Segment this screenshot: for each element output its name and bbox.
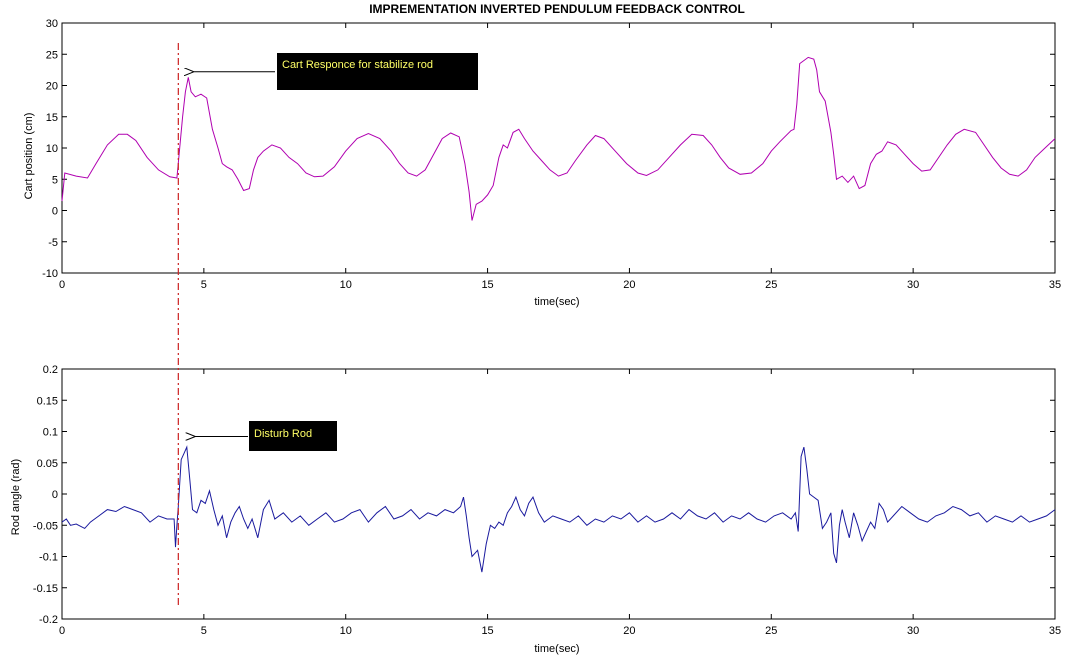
rod-x-tick-label: 30 (907, 625, 919, 637)
cart-x-tick-label: 20 (623, 279, 635, 291)
cart-y-tick-label: 5 (52, 174, 58, 186)
cart-y-tick-label: 10 (46, 143, 58, 155)
cart-y-axis-label: Cart position (cm) (23, 113, 35, 200)
rod-y-tick-label: 0 (52, 489, 58, 501)
cart-y-tick-label: 20 (46, 81, 58, 93)
cart-x-tick-label: 35 (1049, 279, 1061, 291)
cart-y-tick-label: 25 (46, 49, 58, 61)
cart-y-tick-label: 0 (52, 206, 58, 218)
rod-y-axis-label: Rod angle (rad) (10, 459, 22, 535)
cart-x-ticks: 0 5 10 15 20 25 30 35 (59, 23, 1061, 291)
cart-y-ticks: -10 -5 0 5 10 15 20 25 30 (42, 18, 1055, 280)
cart-y-tick-label: 15 (46, 112, 58, 124)
cart-annotation-text: Cart Responce for stabilize rod (282, 59, 433, 71)
rod-annotation-text: Disturb Rod (254, 428, 312, 440)
cart-position-series-line (61, 56, 1056, 221)
cart-y-tick-label: 30 (46, 18, 58, 30)
cart-y-tick-label: -5 (48, 237, 58, 249)
rod-x-tick-label: 0 (59, 625, 65, 637)
rod-x-tick-label: 5 (201, 625, 207, 637)
rod-x-tick-label: 20 (623, 625, 635, 637)
cart-position-plot: -10 -5 0 5 10 15 20 25 30 0 5 10 15 20 25 30 35 time(se… (23, 18, 1061, 308)
cart-y-tick-label: -10 (42, 268, 58, 280)
rod-x-ticks: 0 5 10 15 20 25 30 35 (59, 369, 1061, 637)
rod-y-tick-label: 0.2 (43, 364, 58, 376)
rod-x-tick-label: 35 (1049, 625, 1061, 637)
cart-annotation-box (277, 53, 478, 90)
cart-x-tick-label: 25 (765, 279, 777, 291)
rod-angle-plot: -0.2 -0.15 -0.1 -0.05 0 0.05 0.1 0.15 0.2 0 5 10 15… (10, 364, 1061, 655)
rod-plot-frame (61, 368, 1056, 620)
cart-x-tick-label: 30 (907, 279, 919, 291)
rod-x-tick-label: 15 (481, 625, 493, 637)
rod-y-tick-label: 0.1 (43, 427, 58, 439)
cart-x-tick-label: 10 (340, 279, 352, 291)
rod-y-tick-label: 0.05 (37, 458, 58, 470)
cart-x-axis-label: time(sec) (534, 296, 579, 308)
cart-x-tick-label: 5 (201, 279, 207, 291)
rod-y-tick-label: 0.15 (37, 395, 58, 407)
rod-y-tick-label: -0.1 (39, 552, 58, 564)
rod-angle-series-line (61, 445, 1056, 573)
rod-x-tick-label: 25 (765, 625, 777, 637)
rod-y-ticks: -0.2 -0.15 -0.1 -0.05 0 0.05 0.1 0.15 0.2 (33, 364, 1055, 626)
cart-plot-frame (61, 22, 1056, 274)
rod-x-axis-label: time(sec) (534, 643, 579, 655)
cart-x-tick-label: 15 (481, 279, 493, 291)
rod-y-tick-label: -0.15 (33, 583, 58, 595)
rod-annotation-box (249, 421, 337, 451)
rod-y-tick-label: -0.05 (33, 520, 58, 532)
rod-y-tick-label: -0.2 (39, 614, 58, 626)
cart-x-tick-label: 0 (59, 279, 65, 291)
figure-title: IMPREMENTATION INVERTED PENDULUM FEEDBAC… (369, 2, 745, 16)
rod-x-tick-label: 10 (340, 625, 352, 637)
